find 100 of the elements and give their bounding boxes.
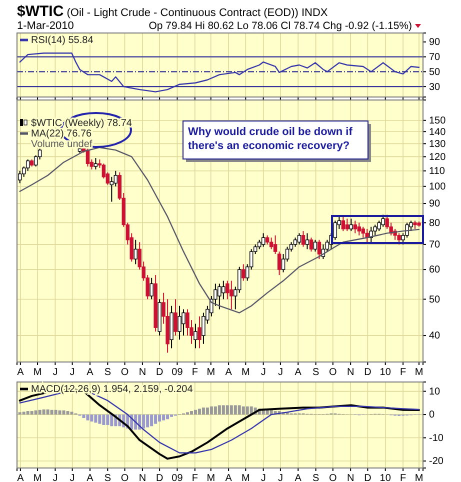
- bar: [34, 410, 38, 415]
- x-tick-label: S: [104, 367, 112, 378]
- x-tick-label: M: [414, 473, 424, 482]
- candlestick: [377, 220, 381, 232]
- y-tick-label: 70: [429, 240, 441, 251]
- candlestick: [301, 230, 306, 248]
- y-tick-label: 90: [429, 37, 441, 48]
- bar: [154, 414, 158, 424]
- candlestick: [381, 214, 385, 228]
- x-tick-label: O: [120, 473, 129, 482]
- x-tick-label: N: [346, 367, 354, 378]
- x-tick-label: M: [241, 473, 250, 482]
- chart-subtitle: 1-Mar-2010: [17, 20, 74, 32]
- y-tick-label: 40: [429, 330, 441, 342]
- candlestick: [174, 298, 178, 336]
- bar: [110, 414, 114, 426]
- x-tick-label: D: [364, 367, 372, 378]
- y-tick-label: 60: [429, 264, 441, 276]
- bar: [70, 412, 74, 415]
- bar: [206, 408, 209, 415]
- y-tick-label: 90: [429, 198, 441, 210]
- bar: [82, 414, 86, 418]
- x-tick-label: J: [52, 473, 58, 482]
- x-tick-label: M: [206, 367, 216, 378]
- bar: [46, 409, 50, 415]
- y-tick-label: 130: [429, 138, 446, 150]
- candlestick: [357, 222, 361, 236]
- candlestick: [305, 232, 310, 250]
- x-tick-label: J: [260, 473, 266, 482]
- candlestick: [309, 237, 314, 252]
- candlestick: [313, 239, 318, 252]
- candlestick: [222, 280, 226, 300]
- candlestick: [333, 220, 338, 240]
- bar: [106, 414, 110, 425]
- x-tick-label: 10: [380, 473, 392, 482]
- candlestick: [293, 237, 298, 248]
- y-tick-label: 10: [429, 386, 441, 398]
- bar: [58, 410, 62, 415]
- bar: [30, 411, 34, 415]
- x-tick-label: 10: [380, 367, 392, 378]
- x-tick-label: O: [329, 367, 338, 378]
- candlestick: [261, 232, 266, 248]
- x-tick-label: D: [156, 473, 164, 482]
- annotation: Why would crude oil be down if there's an economic recovery?: [188, 126, 353, 152]
- x-tick-label: A: [294, 367, 302, 378]
- x-tick-label: M: [414, 367, 424, 378]
- candlestick: [182, 308, 186, 336]
- bar: [90, 414, 94, 422]
- y-tick-label: 100: [429, 182, 446, 193]
- bar: [162, 414, 166, 420]
- bar: [226, 405, 229, 415]
- x-tick-label: D: [156, 367, 164, 378]
- x-tick-label: J: [70, 473, 75, 482]
- line-series: [19, 52, 420, 92]
- bar: [238, 405, 241, 415]
- x-tick-label: S: [104, 473, 112, 482]
- candlestick: [269, 237, 274, 250]
- y-tick-label: 80: [429, 218, 441, 229]
- candlestick: [194, 323, 198, 349]
- bar: [18, 412, 22, 415]
- candlestick: [345, 218, 350, 232]
- bar: [218, 405, 221, 415]
- y-tick-label: 50: [429, 294, 441, 306]
- x-tick-label: J: [278, 473, 283, 482]
- bar: [210, 406, 213, 415]
- candlestick: [353, 220, 357, 234]
- x-tick-label: F: [192, 367, 198, 378]
- x-tick-label: J: [70, 367, 75, 378]
- bar: [166, 414, 170, 420]
- candlestick: [114, 170, 118, 187]
- text: Op 79.84 Hi 80.62 Lo 78.06 Cl 78.74 Chg -0.92 (-1.15%): [148, 20, 412, 32]
- y-tick-label: 30: [429, 82, 441, 93]
- y-tick-label: 150: [429, 116, 446, 127]
- bar: [86, 414, 90, 420]
- x-tick-label: F: [400, 367, 406, 378]
- candlestick: [198, 316, 202, 349]
- x-tick-label: F: [192, 473, 198, 482]
- candlestick: [230, 280, 234, 310]
- y-tick-label: 50: [429, 66, 441, 78]
- candlestick: [218, 283, 222, 310]
- bar: [62, 410, 66, 415]
- bar: [190, 411, 193, 415]
- y-tick-label: 140: [429, 126, 446, 138]
- bar: [134, 414, 138, 430]
- x-tick-label: N: [346, 473, 354, 482]
- bar: [22, 412, 26, 415]
- y-tick-label: -10: [429, 432, 444, 444]
- candlestick: [178, 305, 182, 340]
- bar: [230, 405, 233, 415]
- x-tick-label: O: [329, 473, 338, 482]
- candlestick: [18, 170, 22, 184]
- y-tick-label: 0: [429, 410, 435, 421]
- x-tick-label: N: [138, 473, 146, 482]
- candlestick: [257, 239, 262, 250]
- x-tick-label: J: [278, 367, 283, 378]
- bar: [186, 412, 189, 415]
- candlestick: [297, 232, 302, 245]
- x-tick-label: D: [364, 473, 372, 482]
- candlestick: [134, 239, 138, 265]
- bar: [246, 406, 249, 415]
